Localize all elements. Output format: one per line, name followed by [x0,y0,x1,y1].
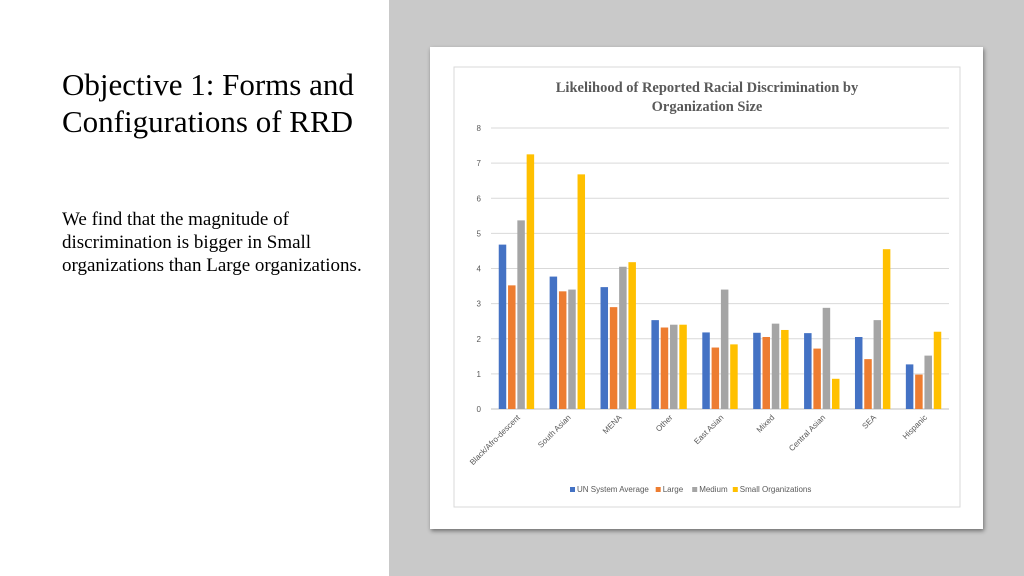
bar [873,320,882,409]
y-tick-label: 5 [477,229,482,238]
legend-swatch [732,487,738,492]
bar [498,244,507,409]
left-panel: Objective 1: Forms and Configurations of… [0,0,389,576]
bar [864,359,872,409]
bar [609,307,618,409]
slide-title: Objective 1: Forms and Configurations of… [62,67,354,139]
bar [517,220,525,409]
legend-label: Medium [699,485,728,494]
bar [702,332,710,409]
bar [771,323,780,409]
bar [600,287,609,409]
bar [549,276,558,409]
bar [508,285,516,409]
bar [753,332,761,409]
bar [711,347,720,409]
chart-area-border [453,66,961,508]
y-tick-label: 3 [477,300,482,309]
legend-label: Large [663,485,684,494]
legend-label: UN System Average [577,485,649,494]
bar [905,364,914,409]
legend-swatch [655,487,661,492]
slide-body-text: We find that the magnitude of discrimina… [62,209,362,276]
bar [651,320,659,409]
y-tick-label: 6 [477,194,482,203]
legend-label: Small Organizations [740,485,812,494]
bar [804,333,812,409]
bar [854,336,863,409]
bar [577,174,586,409]
bar [568,289,576,409]
legend: UN System Average Large Medium Small Organi… [570,485,811,494]
chart-title-line1: Likelihood of Reported Racial Discrimina… [556,80,859,96]
y-tick-label: 7 [477,159,482,168]
bar [730,344,738,409]
bar [628,262,636,409]
bar [924,355,932,409]
y-tick-label: 2 [477,335,482,344]
bar [813,348,821,409]
y-tick-label: 8 [477,124,482,133]
bar [670,324,678,409]
legend-swatch [570,487,575,492]
bar [720,289,729,409]
y-tick-label: 1 [477,370,482,379]
bar [781,329,789,409]
gridlines: 0 1 2 3 4 5 6 7 8 [477,124,949,414]
bar [822,307,831,409]
bar [558,291,567,409]
bar [526,154,535,409]
chart-title-line2: Organization Size [652,99,763,115]
y-tick-label: 0 [477,405,482,414]
bar [762,336,770,409]
y-tick-label: 4 [477,265,482,274]
bar [882,249,891,409]
bar [660,327,669,409]
bar [915,374,923,409]
legend-swatch [692,487,698,492]
bar [933,331,942,409]
bar [831,378,840,409]
bar [619,266,627,409]
bars [498,154,942,409]
bar [679,324,687,409]
